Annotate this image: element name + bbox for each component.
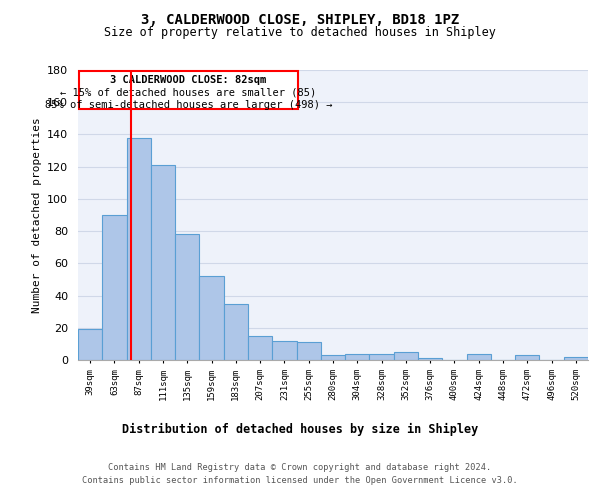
Text: Contains HM Land Registry data © Crown copyright and database right 2024.: Contains HM Land Registry data © Crown c… [109, 462, 491, 471]
Bar [102, 215, 127, 360]
Bar [127, 138, 151, 360]
Bar [151, 165, 175, 360]
Bar [394, 352, 418, 360]
Bar [224, 304, 248, 360]
Text: Size of property relative to detached houses in Shipley: Size of property relative to detached ho… [104, 26, 496, 39]
Bar [78, 330, 102, 360]
Text: Contains public sector information licensed under the Open Government Licence v3: Contains public sector information licen… [82, 476, 518, 485]
Bar [515, 355, 539, 360]
Bar [418, 358, 442, 360]
Bar [199, 276, 224, 360]
Bar [296, 342, 321, 360]
Bar [467, 354, 491, 360]
Bar [272, 340, 296, 360]
Text: 85% of semi-detached houses are larger (498) →: 85% of semi-detached houses are larger (… [45, 100, 332, 110]
Text: 3, CALDERWOOD CLOSE, SHIPLEY, BD18 1PZ: 3, CALDERWOOD CLOSE, SHIPLEY, BD18 1PZ [141, 12, 459, 26]
Text: 3 CALDERWOOD CLOSE: 82sqm: 3 CALDERWOOD CLOSE: 82sqm [110, 74, 266, 85]
Bar [175, 234, 199, 360]
Bar [345, 354, 370, 360]
FancyBboxPatch shape [79, 71, 298, 110]
Bar [564, 357, 588, 360]
Bar [321, 355, 345, 360]
Bar [248, 336, 272, 360]
Bar [370, 354, 394, 360]
Text: ← 15% of detached houses are smaller (85): ← 15% of detached houses are smaller (85… [61, 88, 317, 98]
Y-axis label: Number of detached properties: Number of detached properties [32, 117, 41, 313]
Text: Distribution of detached houses by size in Shipley: Distribution of detached houses by size … [122, 422, 478, 436]
